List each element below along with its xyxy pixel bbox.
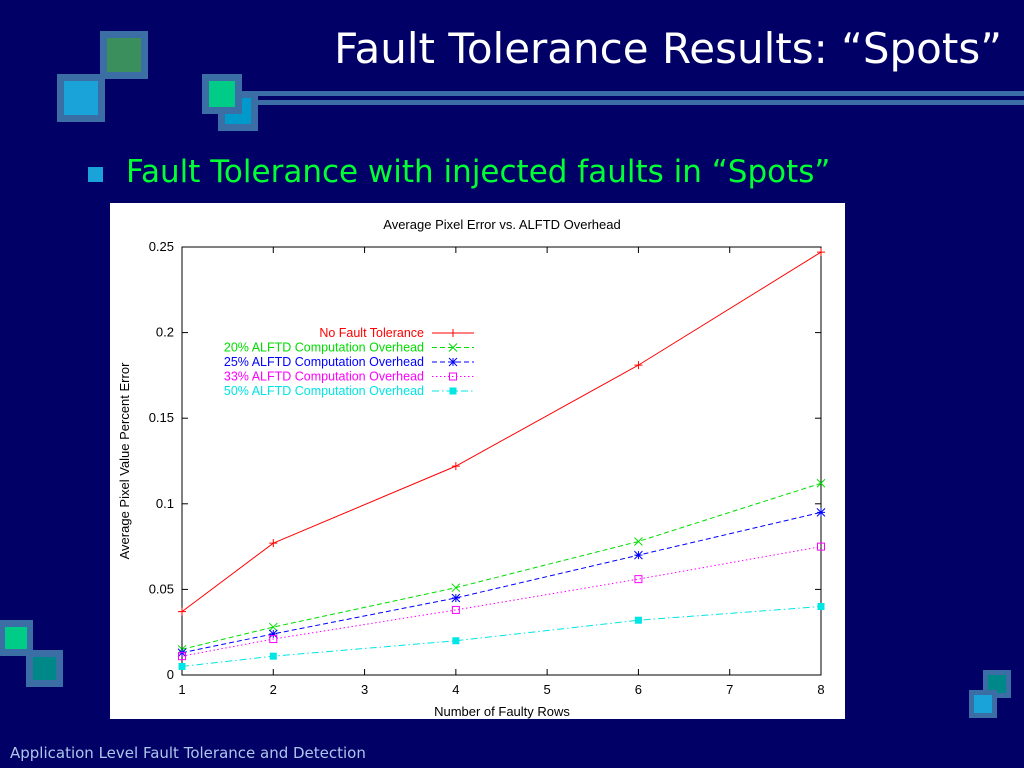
chart-panel: Average Pixel Error vs. ALFTD Overhead N… [110, 203, 845, 719]
y-axis-label: Average Pixel Value Percent Error [117, 362, 132, 559]
x-axis-label: Number of Faulty Rows [434, 704, 570, 719]
x-tick-label: 3 [361, 682, 368, 697]
data-point [452, 637, 460, 645]
y-tick-label: 0.1 [156, 496, 174, 511]
decor-square [64, 81, 98, 115]
y-tick-label: 0.2 [156, 325, 174, 340]
legend-marker [449, 387, 457, 395]
data-point [634, 361, 643, 370]
line-chart: Average Pixel Error vs. ALFTD Overhead N… [117, 217, 826, 719]
decor-square [974, 695, 992, 713]
x-tick-label: 4 [452, 682, 459, 697]
y-tick-label: 0.05 [149, 581, 174, 596]
x-tick-label: 7 [726, 682, 733, 697]
data-point [268, 622, 278, 632]
y-tick-label: 0.25 [149, 239, 174, 254]
data-point [451, 605, 460, 614]
y-tick-label: 0 [167, 667, 174, 682]
title-rule [252, 91, 1024, 96]
x-tick-label: 6 [635, 682, 642, 697]
legend-marker [449, 372, 457, 381]
series-1 [178, 248, 825, 616]
data-point [451, 593, 461, 603]
data-point [634, 616, 642, 624]
title-rule [252, 100, 1024, 105]
data-point [817, 603, 825, 611]
legend-marker [449, 329, 457, 337]
data-point [451, 462, 460, 471]
series-5 [178, 603, 825, 670]
legend-label: No Fault Tolerance [319, 326, 424, 340]
data-point [269, 652, 277, 660]
data-point [178, 652, 186, 661]
decor-square [33, 657, 56, 680]
y-tick-label: 0.15 [149, 410, 174, 425]
series-3 [177, 508, 826, 658]
data-point [816, 508, 826, 517]
bullet-text: Fault Tolerance with injected faults in … [126, 154, 831, 190]
bullet-marker [88, 167, 103, 182]
x-tick-label: 5 [544, 682, 551, 697]
series-4 [178, 542, 825, 661]
data-point [817, 248, 825, 257]
decor-square [988, 675, 1006, 693]
decor-square [209, 81, 235, 107]
legend-marker [448, 343, 458, 352]
x-tick-label: 8 [817, 682, 824, 697]
series-2 [177, 478, 826, 654]
data-point [268, 629, 278, 639]
x-tick-label: 2 [270, 682, 277, 697]
series-line [181, 482, 822, 650]
x-tick-label: 1 [178, 682, 185, 697]
legend-marker [448, 357, 458, 367]
chart-title: Average Pixel Error vs. ALFTD Overhead [383, 217, 620, 232]
data-point [178, 662, 186, 670]
series-line [181, 511, 822, 654]
data-point [817, 542, 825, 551]
data-point [634, 537, 643, 546]
series-line [181, 606, 822, 667]
footer-text: Application Level Fault Tolerance and De… [10, 744, 366, 762]
data-point [269, 635, 278, 644]
legend-label: 33% ALFTD Computation Overhead [224, 370, 424, 384]
data-point [269, 539, 278, 548]
legend-label: 50% ALFTD Computation Overhead [224, 384, 424, 398]
series-line [181, 251, 822, 613]
decor-square [107, 38, 141, 72]
data-point [634, 575, 643, 584]
series-line [181, 546, 822, 657]
data-point [816, 478, 826, 488]
data-point [178, 607, 186, 616]
data-point [451, 583, 461, 593]
data-point [634, 550, 643, 560]
legend-label: 25% ALFTD Computation Overhead [224, 355, 424, 369]
plot-frame [181, 246, 822, 676]
legend-label: 20% ALFTD Computation Overhead [224, 341, 424, 355]
slide-title: Fault Tolerance Results: “Spots” [334, 24, 1002, 73]
decor-square [5, 627, 27, 649]
